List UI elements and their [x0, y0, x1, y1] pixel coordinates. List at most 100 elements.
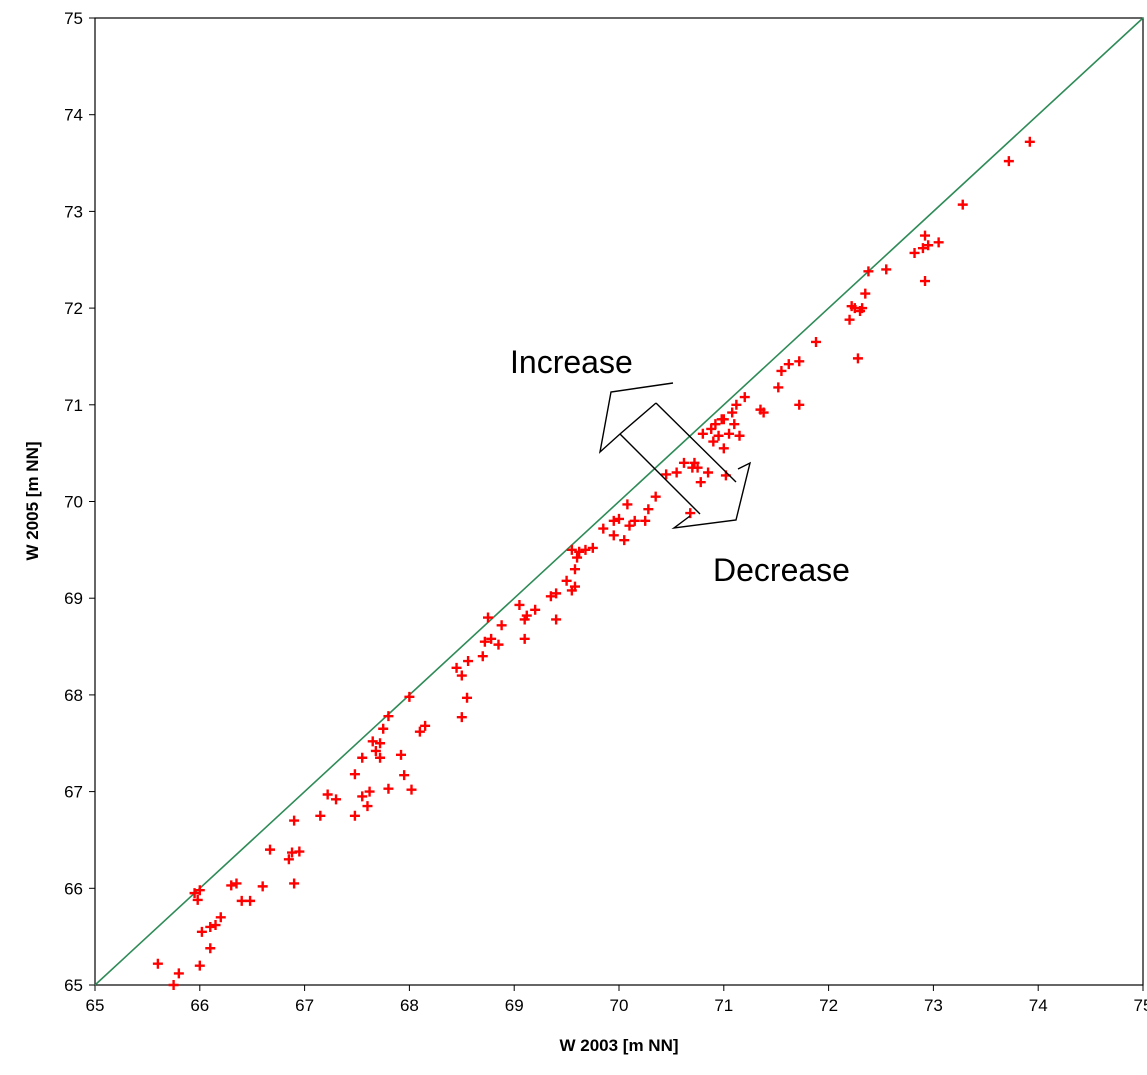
data-point — [650, 491, 661, 502]
data-point — [852, 353, 863, 364]
data-point — [205, 921, 216, 932]
data-point — [205, 943, 216, 954]
data-point — [367, 736, 378, 747]
data-point — [375, 752, 386, 763]
data-point — [462, 692, 473, 703]
data-point — [957, 199, 968, 210]
y-tick-label: 68 — [64, 686, 83, 705]
data-point — [574, 546, 585, 557]
change-arrow — [598, 382, 752, 530]
data-point — [608, 515, 619, 526]
data-point — [477, 651, 488, 662]
data-point — [451, 662, 462, 673]
data-point — [734, 430, 745, 441]
data-point — [569, 581, 580, 592]
data-point — [545, 591, 556, 602]
data-point — [710, 419, 721, 430]
data-point — [758, 407, 769, 418]
data-point — [189, 888, 200, 899]
data-point — [289, 815, 300, 826]
arrow-shaft-upper — [619, 433, 701, 515]
data-point — [420, 720, 431, 731]
data-point — [215, 912, 226, 923]
x-tick-label: 75 — [1134, 996, 1147, 1015]
data-point — [614, 513, 624, 524]
reference-line — [94, 17, 1144, 986]
data-point — [173, 968, 184, 979]
y-tick-label: 71 — [64, 396, 83, 415]
data-point — [561, 575, 572, 586]
data-point — [530, 604, 541, 615]
data-point — [608, 530, 619, 541]
data-point — [370, 745, 381, 756]
x-tick-label: 73 — [924, 996, 943, 1015]
data-point — [456, 670, 467, 681]
data-point — [519, 633, 530, 644]
data-point — [399, 770, 410, 781]
data-point — [640, 515, 651, 526]
data-point — [783, 359, 794, 370]
data-point — [731, 399, 742, 410]
data-point — [881, 264, 892, 275]
data-point — [404, 691, 415, 702]
data-point — [671, 467, 682, 478]
data-point — [624, 520, 635, 531]
data-point — [378, 723, 389, 734]
data-point — [794, 399, 805, 410]
data-point — [718, 443, 729, 454]
data-point — [697, 428, 708, 439]
data-point — [483, 612, 493, 623]
data-point — [776, 365, 787, 376]
data-point — [844, 314, 855, 325]
y-tick-label: 70 — [64, 493, 83, 512]
y-tick-label: 69 — [64, 589, 83, 608]
data-point — [619, 535, 630, 546]
x-axis-title: W 2003 [m NN] — [559, 1036, 678, 1055]
data-point — [933, 237, 944, 248]
data-point — [283, 854, 294, 865]
data-point — [496, 620, 507, 631]
x-tick-label: 67 — [295, 996, 314, 1015]
data-point — [566, 544, 577, 555]
arrow-decrease-head — [671, 461, 752, 530]
data-point — [569, 564, 580, 575]
data-point — [257, 881, 268, 892]
data-point — [692, 462, 703, 473]
data-point — [622, 499, 633, 510]
data-point — [265, 844, 276, 855]
data-point — [794, 356, 805, 367]
data-point — [713, 430, 724, 441]
x-tick-label: 71 — [714, 996, 733, 1015]
data-point — [331, 794, 342, 805]
data-point — [486, 633, 497, 644]
data-point — [196, 926, 207, 937]
data-point — [580, 544, 591, 555]
x-tick-label: 70 — [610, 996, 629, 1015]
data-point — [168, 980, 179, 990]
data-point — [724, 428, 735, 439]
data-point — [708, 436, 719, 447]
data-point — [572, 552, 583, 563]
data-point — [396, 749, 407, 760]
data-point — [364, 786, 375, 797]
y-tick-label: 73 — [64, 202, 83, 221]
data-point — [226, 880, 237, 891]
data-point — [863, 266, 874, 277]
data-point — [521, 610, 532, 621]
data-point — [315, 810, 326, 821]
y-axis-title: W 2005 [m NN] — [23, 441, 42, 560]
data-point — [727, 407, 738, 418]
data-point — [245, 895, 256, 906]
data-point — [1024, 136, 1035, 147]
data-point — [811, 336, 822, 347]
y-tick-label: 72 — [64, 299, 83, 318]
data-point — [587, 542, 598, 553]
x-tick-label: 68 — [400, 996, 419, 1015]
arrow-increase-head — [598, 382, 674, 454]
data-point — [598, 523, 609, 534]
y-tick-label: 65 — [64, 976, 83, 995]
data-point — [357, 791, 368, 802]
increase-label: Increase — [510, 344, 633, 380]
data-point — [383, 711, 394, 722]
